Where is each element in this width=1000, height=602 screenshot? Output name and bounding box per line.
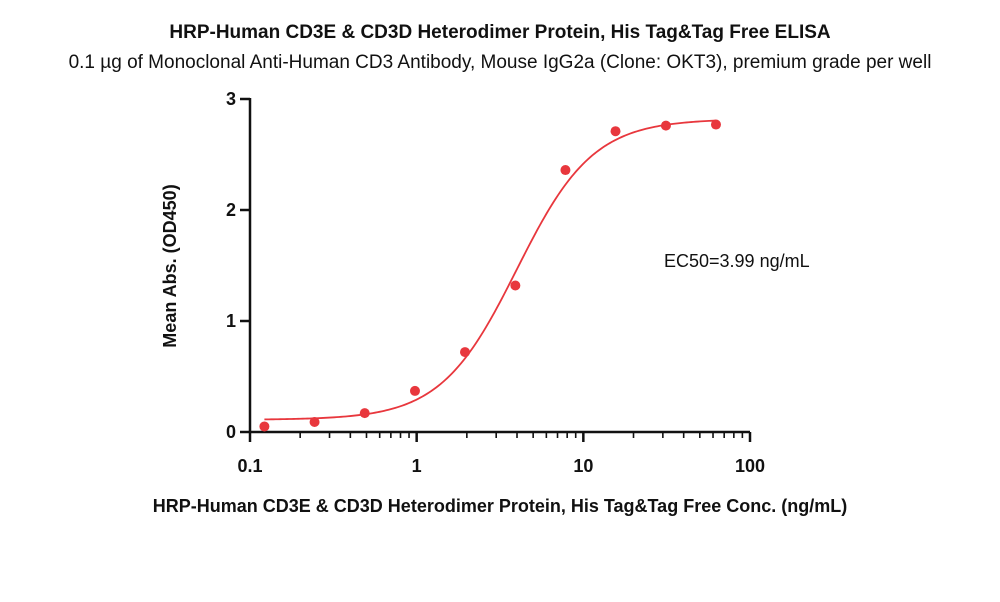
data-point [710, 119, 721, 130]
y-axis-label: Mean Abs. (OD450) [160, 184, 180, 347]
chart-title: HRP-Human CD3E & CD3D Heterodimer Protei… [169, 22, 831, 43]
y-tick-label: 2 [226, 200, 236, 220]
data-point [510, 280, 521, 291]
chart-subtitle: 0.1 µg of Monoclonal Anti-Human CD3 Anti… [68, 52, 932, 73]
ec50-annotation: EC50=3.99 ng/mL [664, 251, 810, 271]
x-tick-label: 0.1 [237, 456, 262, 476]
fit-curve [264, 119, 717, 421]
fit-curve-layer [264, 119, 717, 421]
data-point [409, 385, 420, 396]
y-tick-label: 0 [226, 422, 236, 442]
y-tick-label: 3 [226, 89, 236, 109]
data-points-layer [259, 119, 721, 432]
x-axis-label: HRP-Human CD3E & CD3D Heterodimer Protei… [152, 496, 848, 516]
data-point [309, 417, 320, 428]
x-tick-label: 1 [412, 456, 422, 476]
axes: 0 1 2 3 0.1 1 10 100 [226, 89, 765, 476]
data-point [359, 408, 370, 419]
data-point [560, 165, 571, 176]
data-point [660, 120, 671, 131]
data-point [460, 347, 471, 358]
x-tick-label: 100 [735, 456, 765, 476]
y-tick-label: 1 [226, 311, 236, 331]
data-point [259, 421, 270, 432]
x-tick-label: 10 [573, 456, 593, 476]
data-point [610, 126, 621, 137]
